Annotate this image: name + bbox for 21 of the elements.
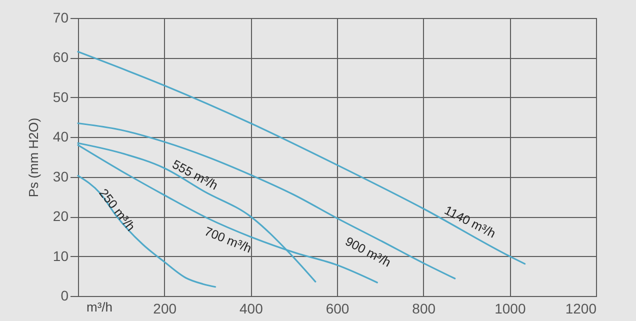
- x-tick-label: 600: [326, 300, 350, 316]
- y-tick-label: 50: [52, 88, 69, 105]
- y-tick-label: 40: [52, 128, 69, 145]
- x-tick-label: 200: [153, 300, 177, 316]
- y-tick-label: 20: [52, 208, 69, 224]
- line-series: [77, 50, 526, 265]
- y-tick-label: 30: [52, 168, 69, 184]
- text: 900 m³/h: [342, 234, 394, 270]
- x-tick-label: 400: [239, 300, 264, 316]
- y-tick-label: 60: [52, 49, 69, 66]
- text: 1140 m³/h: [442, 203, 498, 241]
- y-axis-title: Ps (mm H2O): [26, 118, 41, 198]
- y-tick-label: 10: [52, 248, 69, 264]
- y-tick-label: 0: [60, 288, 69, 304]
- x-tick-label: 1000: [494, 300, 526, 316]
- x-axis-title: m³/h: [86, 300, 112, 314]
- x-tick-label: 800: [412, 300, 436, 316]
- x-tick-label: 1200: [565, 300, 597, 316]
- text: 555 m³/h: [170, 157, 220, 193]
- y-tick-label: 70: [52, 10, 69, 26]
- text: 700 m³/h: [202, 224, 254, 256]
